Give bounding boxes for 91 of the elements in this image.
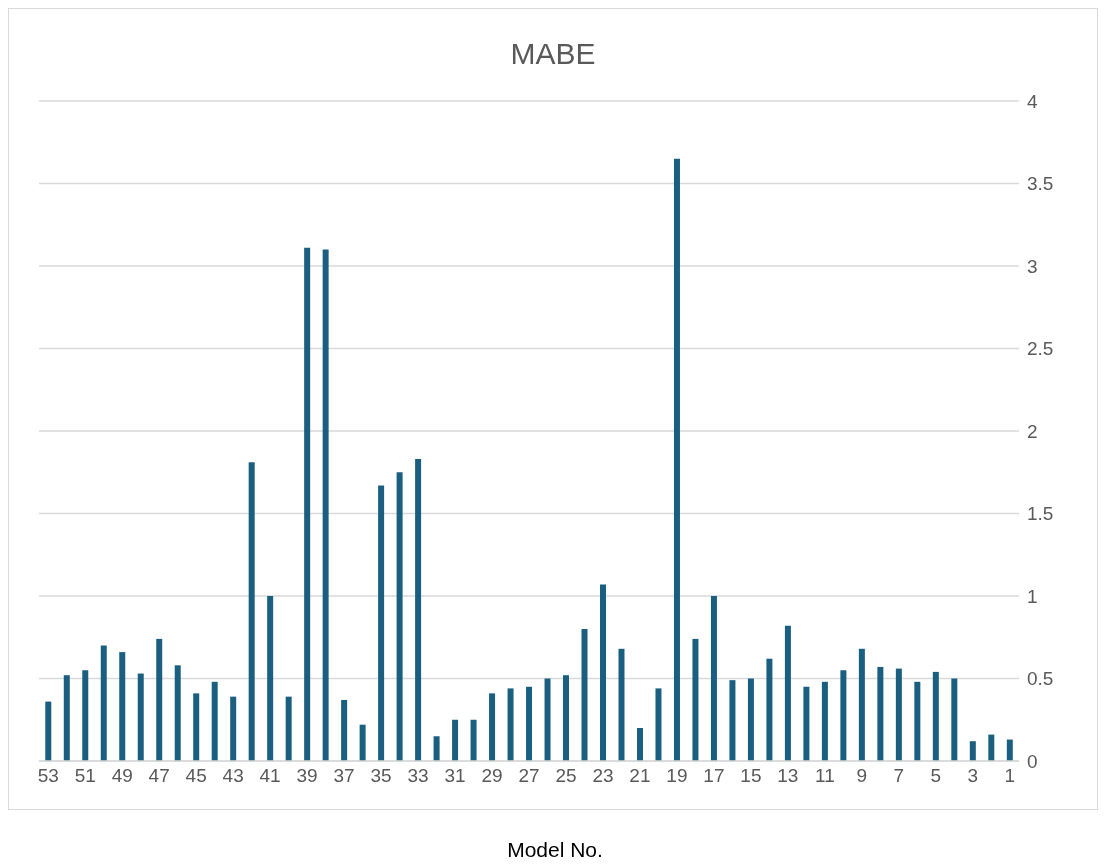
x-tick-label: 13 (777, 765, 799, 787)
x-tick-label: 25 (555, 765, 577, 787)
bar (655, 688, 662, 761)
y-tick-label: 4 (1027, 90, 1038, 112)
bar (63, 675, 70, 761)
bar (341, 699, 348, 761)
chart-title: MABE (509, 36, 597, 71)
x-tick-label: 21 (629, 765, 651, 787)
x-tick-label: 15 (740, 765, 762, 787)
x-tick-label: 31 (444, 765, 466, 787)
bar (563, 675, 570, 761)
x-tick-label: 35 (370, 765, 392, 787)
x-tick-label: 19 (666, 765, 688, 787)
x-axis-title: Model No. (506, 838, 604, 862)
bar (45, 701, 52, 761)
bar (489, 693, 496, 761)
bar (840, 670, 847, 761)
y-tick-label: 3 (1027, 255, 1038, 277)
bar (600, 584, 606, 761)
x-tick-label: 37 (333, 765, 355, 787)
y-tick-label: 1 (1027, 585, 1038, 607)
bar (156, 638, 163, 761)
bar (396, 472, 403, 761)
bar (267, 596, 274, 761)
y-tick-label: 0 (1027, 750, 1038, 772)
bar (988, 734, 995, 761)
x-tick-label: 29 (481, 765, 503, 787)
bar (100, 645, 107, 761)
bar (174, 665, 181, 761)
bar (248, 462, 255, 761)
bar (895, 668, 902, 761)
bar (877, 666, 884, 761)
x-tick-label: 23 (592, 765, 614, 787)
bar (433, 736, 440, 761)
bar (951, 678, 958, 761)
bar (211, 681, 218, 761)
x-tick-label: 49 (111, 765, 133, 787)
bar (803, 686, 810, 761)
bar (914, 681, 921, 761)
bar (378, 485, 385, 761)
bar (747, 678, 754, 761)
x-tick-label: 5 (930, 765, 942, 787)
y-tick-label: 2 (1027, 420, 1038, 442)
bar (452, 719, 459, 761)
bar (766, 658, 773, 761)
y-tick-label: 2.5 (1027, 338, 1054, 360)
x-tick-label: 1 (1004, 765, 1016, 787)
bar (581, 629, 588, 761)
bar (618, 648, 625, 761)
bar (415, 459, 422, 761)
bar (858, 648, 865, 761)
bar (784, 625, 791, 761)
bar (932, 671, 939, 761)
x-tick-label: 47 (148, 765, 170, 787)
bar (544, 678, 551, 761)
bar (230, 696, 237, 761)
x-tick-label: 45 (185, 765, 207, 787)
x-tick-label: 53 (37, 765, 59, 787)
x-tick-label: 33 (407, 765, 429, 787)
x-tick-label: 17 (703, 765, 725, 787)
bar (692, 638, 699, 761)
x-tick-label: 3 (967, 765, 979, 787)
x-tick-label: 7 (893, 765, 905, 787)
x-tick-label: 43 (222, 765, 244, 787)
bar (304, 247, 311, 761)
x-tick-label: 51 (74, 765, 96, 787)
x-tick-label: 27 (518, 765, 540, 787)
bar (526, 686, 533, 761)
bar (969, 741, 976, 761)
y-tick-label: 0.5 (1027, 668, 1054, 690)
bar (729, 680, 736, 761)
x-tick-label: 11 (814, 765, 835, 787)
bar (673, 158, 680, 761)
bar (710, 596, 717, 761)
bar (359, 724, 366, 761)
x-tick-label: 9 (856, 765, 868, 787)
bar (285, 696, 292, 761)
bar (636, 728, 643, 761)
bar (507, 688, 514, 761)
bar (137, 673, 144, 761)
y-tick-label: 1.5 (1027, 503, 1054, 525)
x-tick-label: 39 (296, 765, 318, 787)
bar (82, 670, 89, 761)
x-tick-label: 41 (259, 765, 281, 787)
bar (119, 652, 126, 761)
bar (821, 681, 828, 761)
bar (470, 719, 477, 761)
y-tick-label: 3.5 (1027, 173, 1054, 195)
bar (193, 693, 200, 761)
bar (1006, 739, 1013, 761)
bar (322, 249, 329, 761)
